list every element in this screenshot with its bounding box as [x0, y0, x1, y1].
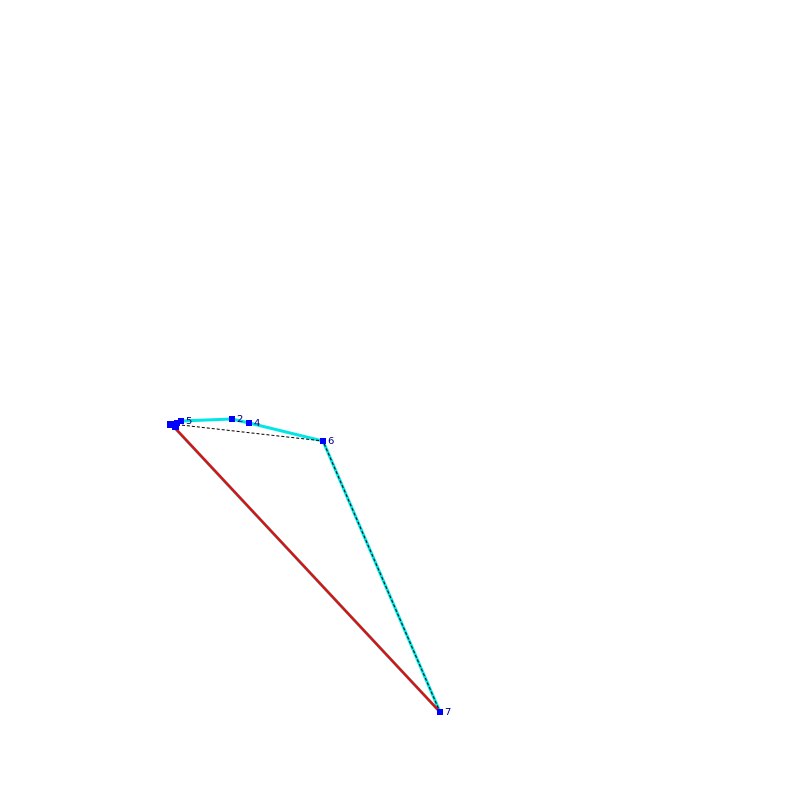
node-label: 6: [328, 436, 334, 447]
node-square: [174, 420, 180, 426]
node-square: [229, 416, 235, 422]
red-edge: [174, 427, 441, 713]
nodes: 5 2 4 6 7: [178, 414, 451, 718]
node-square: [172, 423, 179, 430]
node-label: 4: [254, 418, 260, 429]
node-square: [320, 438, 326, 444]
node-label: 7: [445, 707, 451, 718]
node-square: [178, 418, 184, 424]
node-square: [437, 709, 443, 715]
node-square: [246, 420, 252, 426]
node-label: 5: [186, 416, 192, 427]
node-label: 2: [237, 414, 243, 425]
node-square: [167, 421, 174, 428]
